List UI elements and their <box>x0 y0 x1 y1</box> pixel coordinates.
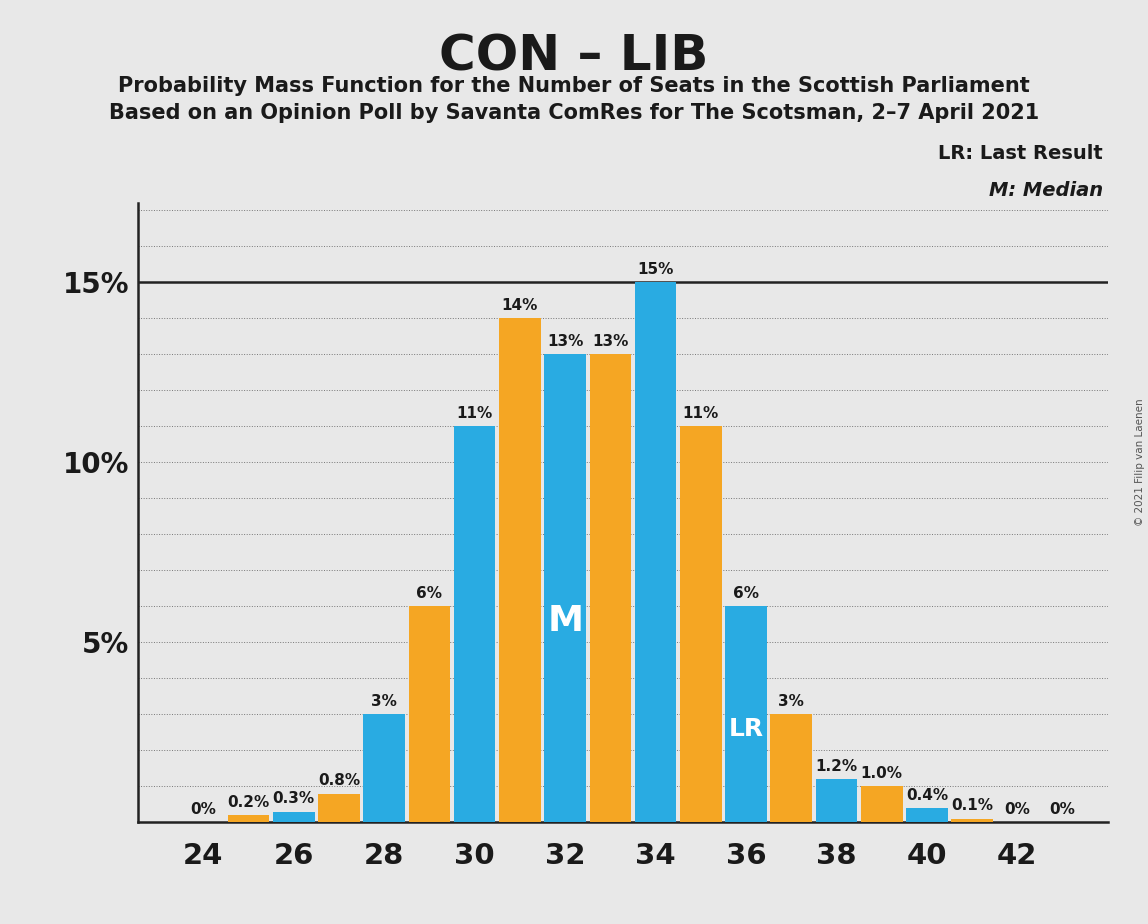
Text: 6%: 6% <box>417 586 442 601</box>
Bar <box>544 355 585 822</box>
Bar <box>861 786 902 822</box>
Text: CON – LIB: CON – LIB <box>440 32 708 80</box>
Bar <box>409 606 450 822</box>
Bar <box>590 355 631 822</box>
Text: M: Median: M: Median <box>988 181 1103 201</box>
Text: 0%: 0% <box>1004 802 1030 817</box>
Text: 14%: 14% <box>502 298 538 313</box>
Bar <box>453 427 496 822</box>
Bar <box>364 714 405 822</box>
Bar <box>906 808 948 822</box>
Text: 11%: 11% <box>683 406 719 421</box>
Text: LR: LR <box>729 718 763 741</box>
Text: 0.3%: 0.3% <box>273 791 315 806</box>
Text: 1.0%: 1.0% <box>861 766 902 781</box>
Text: 3%: 3% <box>778 694 805 709</box>
Bar <box>318 794 359 822</box>
Text: 0.4%: 0.4% <box>906 787 948 803</box>
Bar <box>227 815 270 822</box>
Text: 6%: 6% <box>734 586 759 601</box>
Text: M: M <box>548 604 583 638</box>
Text: 1.2%: 1.2% <box>815 759 858 773</box>
Text: 11%: 11% <box>457 406 492 421</box>
Text: Based on an Opinion Poll by Savanta ComRes for The Scotsman, 2–7 April 2021: Based on an Opinion Poll by Savanta ComR… <box>109 103 1039 124</box>
Bar <box>680 427 722 822</box>
Bar <box>273 811 315 822</box>
Text: © 2021 Filip van Laenen: © 2021 Filip van Laenen <box>1135 398 1145 526</box>
Bar <box>770 714 812 822</box>
Text: 3%: 3% <box>371 694 397 709</box>
Text: 0%: 0% <box>1049 802 1076 817</box>
Text: 0%: 0% <box>191 802 216 817</box>
Text: 13%: 13% <box>546 334 583 349</box>
Text: 15%: 15% <box>637 262 674 277</box>
Text: 0.1%: 0.1% <box>952 798 993 813</box>
Text: 0.2%: 0.2% <box>227 795 270 809</box>
Bar <box>952 819 993 822</box>
Bar <box>726 606 767 822</box>
Text: 13%: 13% <box>592 334 629 349</box>
Bar <box>499 319 541 822</box>
Text: Probability Mass Function for the Number of Seats in the Scottish Parliament: Probability Mass Function for the Number… <box>118 76 1030 96</box>
Text: LR: Last Result: LR: Last Result <box>938 144 1103 163</box>
Text: 0.8%: 0.8% <box>318 773 360 788</box>
Bar <box>635 283 676 822</box>
Bar <box>816 779 858 822</box>
